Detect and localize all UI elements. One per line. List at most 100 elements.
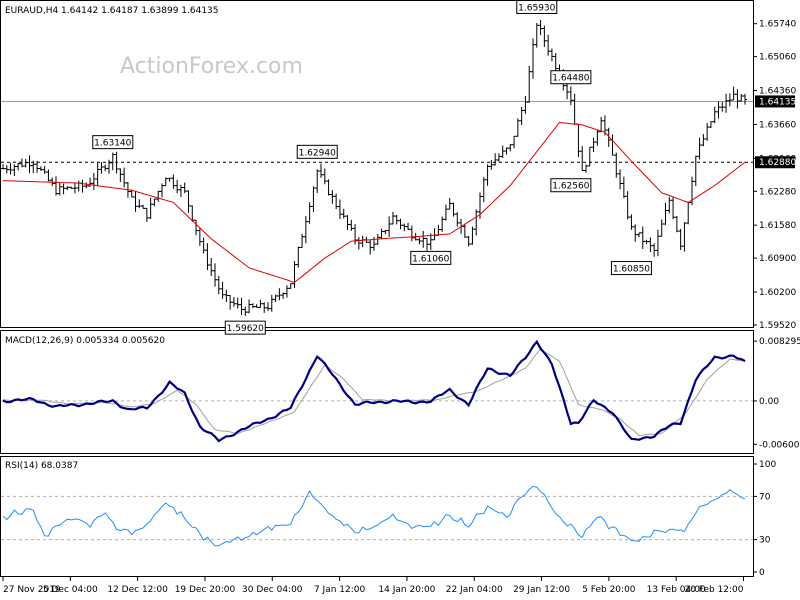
price-bar: [330, 189, 335, 204]
annotation-box: [516, 0, 558, 14]
price-bar: [629, 214, 634, 230]
price-bar: [674, 215, 679, 233]
price-bar: [326, 179, 331, 196]
rsi-line: [1, 485, 753, 547]
price-bar: [178, 184, 183, 197]
rsi-tick-label: 100: [759, 460, 776, 470]
price-bar: [72, 182, 77, 194]
price-bar: [277, 288, 282, 301]
price-annotation: 1.62560: [550, 178, 592, 193]
price-bar: [708, 121, 713, 129]
time-tick-label: 5 Feb 20:00: [582, 585, 636, 595]
price-bar: [625, 191, 630, 220]
time-tick-label: 22 Jan 04:00: [446, 585, 503, 595]
price-tick-label: 1.65060: [759, 53, 796, 63]
price-bar: [163, 177, 168, 187]
price-bar: [496, 153, 501, 162]
price-bar: [693, 155, 698, 187]
time-tick-label: 7 Jan 12:00: [314, 585, 366, 595]
price-bar: [284, 285, 289, 298]
price-bar: [606, 127, 611, 147]
price-bar: [527, 65, 532, 103]
price-marker-label: 1.64135: [759, 97, 796, 107]
price-bar: [266, 302, 270, 312]
time-tick-label: 29 Jan 12:00: [513, 585, 570, 595]
price-bar: [23, 158, 28, 168]
annotation-box: [296, 144, 338, 159]
price-bar: [368, 239, 373, 255]
price-bar: [712, 106, 717, 124]
price-tick-label: 1.63660: [759, 120, 796, 130]
annotation-box: [224, 320, 266, 335]
price-bar: [731, 86, 736, 101]
price-bar: [141, 204, 146, 209]
price-bar: [440, 216, 445, 232]
annotation-box: [92, 135, 134, 150]
price-tick-label: 1.61580: [759, 221, 796, 231]
price-bar: [406, 222, 411, 231]
price-bar: [4, 165, 9, 174]
price-annotation: 1.61060: [410, 250, 452, 265]
price-bar: [213, 263, 217, 287]
price-bar: [103, 164, 108, 172]
price-bar: [160, 183, 164, 198]
price-axis: 1.657401.650601.643601.636601.629601.622…: [753, 20, 796, 331]
time-tick-label: 30 Dec 04:00: [242, 585, 303, 595]
moving-average: [2, 121, 746, 283]
price-bar: [504, 147, 509, 155]
price-bar: [455, 212, 460, 227]
time-tick-label: 20 Feb 12:00: [684, 585, 743, 595]
price-bar: [587, 146, 592, 167]
price-bar: [281, 292, 286, 299]
macd-signal-line: [2, 348, 746, 437]
price-bar: [250, 303, 255, 309]
price-annotations: 1.63140 1.59620 1.62940 1.61060 1.65930 1.644…: [92, 0, 652, 335]
price-bar: [243, 306, 248, 316]
price-bar: [156, 190, 161, 202]
annotation-box: [550, 178, 592, 193]
price-bar: [307, 202, 312, 224]
price-bar: [398, 218, 403, 230]
rsi-panel-title: RSI(14) 68.0387: [5, 461, 78, 471]
time-tick-label: 13 Feb 04:00: [647, 585, 706, 595]
price-bar: [182, 182, 187, 194]
price-bar: [235, 297, 240, 309]
price-bar: [542, 25, 547, 47]
price-bar: [122, 167, 127, 188]
price-bar: [345, 215, 350, 231]
price-bar: [500, 145, 505, 159]
price-bar: [110, 152, 115, 171]
price-tick-label: 1.60200: [759, 288, 796, 298]
price-bar: [190, 205, 195, 222]
price-bar: [655, 229, 660, 257]
price-bar: [671, 197, 676, 220]
price-bar: [481, 177, 486, 203]
price-bar: [99, 161, 104, 174]
price-bar: [341, 208, 346, 219]
annotation-label: 1.61060: [412, 254, 449, 264]
price-bar: [538, 19, 543, 36]
price-bar: [743, 93, 747, 105]
price-bar: [300, 233, 305, 248]
price-bar: [584, 164, 588, 173]
price-bar: [697, 137, 702, 160]
price-bar: [311, 186, 316, 213]
price-tick-label: 1.65740: [759, 20, 796, 30]
price-bar: [425, 237, 429, 251]
price-bar: [648, 237, 653, 252]
annotation-label: 1.62940: [299, 148, 336, 158]
rsi-axis: 100 70 30 0: [753, 460, 776, 578]
price-annotation: 1.59620: [224, 320, 266, 335]
annotation-label: 1.64480: [552, 74, 589, 84]
price-bar: [489, 160, 494, 170]
annotation-box: [610, 261, 652, 276]
price-bar: [315, 169, 320, 193]
price-bar: [319, 163, 323, 178]
macd-lines: [1, 339, 753, 443]
price-bar: [118, 168, 123, 182]
price-bar: [678, 228, 683, 250]
price-bar: [201, 237, 206, 254]
price-bar: [735, 89, 740, 109]
price-bar: [618, 169, 623, 190]
price-bar: [447, 197, 452, 210]
